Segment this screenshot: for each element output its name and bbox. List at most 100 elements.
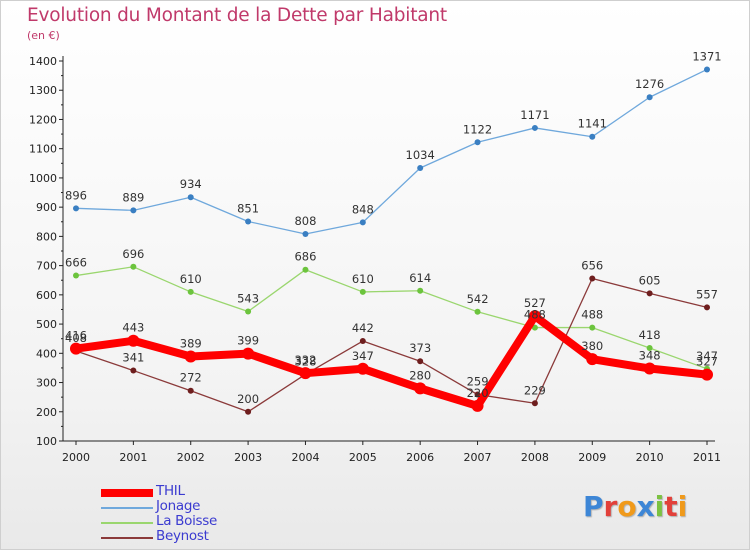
data-label-jonage: 934 bbox=[180, 177, 202, 191]
data-label-beynost: 442 bbox=[352, 321, 374, 335]
legend-swatch-beynost bbox=[101, 537, 153, 539]
data-point-thil bbox=[242, 347, 255, 360]
legend-swatch-thil bbox=[101, 489, 153, 497]
data-label-beynost: 229 bbox=[524, 383, 546, 397]
data-label-jonage: 1371 bbox=[692, 49, 721, 63]
data-point-beynost bbox=[531, 400, 538, 407]
data-label-jonage: 1171 bbox=[520, 108, 549, 122]
y-axis-unit: (en €) bbox=[27, 29, 60, 42]
data-point-beynost bbox=[130, 367, 137, 374]
data-point-beynost bbox=[245, 408, 252, 415]
axes: 100 200 300 400 500 600 700 800 900 1000 1100 1200 1… bbox=[29, 55, 721, 464]
y-tick-label: 300 bbox=[36, 377, 57, 390]
y-tick-label: 900 bbox=[36, 201, 57, 214]
data-label-thil: 399 bbox=[237, 334, 259, 348]
data-label-thil: 389 bbox=[180, 337, 202, 351]
data-point-la-boisse bbox=[474, 308, 481, 315]
data-label-beynost: 557 bbox=[696, 287, 718, 301]
y-tick-label: 1400 bbox=[29, 55, 57, 68]
data-label-jonage: 1141 bbox=[578, 117, 607, 131]
data-label-thil: 280 bbox=[409, 368, 431, 382]
data-label-la-boisse: 488 bbox=[524, 308, 546, 322]
data-label-thil: 327 bbox=[696, 355, 718, 369]
legend-label-thil: THIL bbox=[156, 483, 185, 499]
y-tick-label: 500 bbox=[36, 318, 57, 331]
data-point-jonage bbox=[245, 218, 252, 225]
data-label-jonage: 896 bbox=[65, 188, 87, 202]
x-tick-label: 2010 bbox=[636, 451, 664, 464]
legend-swatch-la-boisse bbox=[101, 522, 153, 524]
data-label-jonage: 889 bbox=[122, 190, 144, 204]
data-point-jonage bbox=[187, 194, 194, 201]
x-tick-label: 2008 bbox=[521, 451, 549, 464]
proxiti-logo: Proxiti bbox=[583, 490, 688, 523]
data-point-la-boisse bbox=[531, 324, 538, 331]
data-label-jonage: 1276 bbox=[635, 77, 664, 91]
data-point-beynost bbox=[474, 391, 481, 398]
data-point-la-boisse bbox=[130, 263, 137, 270]
data-label-beynost: 373 bbox=[409, 341, 431, 355]
data-point-jonage bbox=[130, 207, 137, 214]
data-label-thil: 347 bbox=[352, 349, 374, 363]
data-label-beynost: 341 bbox=[122, 351, 144, 365]
data-point-la-boisse bbox=[417, 287, 424, 294]
data-point-thil bbox=[184, 350, 197, 363]
y-tick-label: 1100 bbox=[29, 143, 57, 156]
series-line-beynost bbox=[75, 277, 708, 413]
series-line-la-boisse bbox=[75, 266, 708, 370]
y-tick-label: 100 bbox=[36, 435, 57, 448]
legend-item-beynost: Beynost bbox=[101, 528, 261, 545]
chart-title: Evolution du Montant de la Dette par Hab… bbox=[27, 5, 447, 26]
data-label-la-boisse: 696 bbox=[122, 247, 144, 261]
data-label-la-boisse: 610 bbox=[180, 272, 202, 286]
data-label-thil: 220 bbox=[467, 386, 489, 400]
data-point-thil bbox=[471, 399, 484, 412]
data-point-la-boisse bbox=[73, 272, 79, 279]
data-point-jonage bbox=[359, 219, 366, 226]
data-point-jonage bbox=[417, 164, 424, 171]
legend-label-jonage: Jonage bbox=[156, 498, 201, 514]
x-tick-label: 2000 bbox=[62, 451, 90, 464]
data-labels: 416 443 389 399 332 347 280 220 527 380 348 327 896 8… bbox=[65, 49, 722, 405]
y-tick-label: 600 bbox=[36, 289, 57, 302]
series-layer bbox=[70, 66, 713, 415]
data-label-la-boisse: 666 bbox=[65, 256, 87, 270]
x-tick-label: 2005 bbox=[349, 451, 377, 464]
data-point-beynost bbox=[417, 358, 424, 365]
x-tick-label: 2004 bbox=[291, 451, 319, 464]
data-point-la-boisse bbox=[245, 308, 252, 315]
data-point-la-boisse bbox=[187, 288, 194, 295]
data-label-jonage: 851 bbox=[237, 201, 259, 215]
y-tick-label: 400 bbox=[36, 347, 57, 360]
data-point-beynost bbox=[646, 290, 653, 297]
x-tick-label: 2006 bbox=[406, 451, 434, 464]
x-tick-label: 2001 bbox=[119, 451, 147, 464]
data-label-beynost: 408 bbox=[65, 331, 87, 345]
data-label-thil: 380 bbox=[581, 339, 603, 353]
data-point-jonage bbox=[474, 139, 481, 146]
x-tick-label: 2002 bbox=[177, 451, 205, 464]
data-label-beynost: 656 bbox=[581, 258, 603, 272]
data-point-thil bbox=[299, 367, 312, 380]
data-label-beynost: 259 bbox=[467, 375, 489, 389]
y-tick-label: 800 bbox=[36, 230, 57, 243]
x-tick-label: 2009 bbox=[578, 451, 606, 464]
data-label-la-boisse: 347 bbox=[696, 349, 718, 363]
series-line-thil bbox=[75, 312, 708, 410]
data-label-thil: 332 bbox=[294, 353, 316, 367]
data-point-la-boisse bbox=[589, 324, 596, 331]
data-label-thil: 416 bbox=[65, 329, 87, 343]
legend-item-la-boisse: La Boisse bbox=[101, 513, 261, 530]
data-label-jonage: 1034 bbox=[406, 148, 435, 162]
data-point-thil bbox=[414, 382, 427, 395]
data-point-beynost bbox=[589, 275, 596, 282]
data-point-beynost bbox=[359, 338, 366, 345]
data-point-la-boisse bbox=[302, 266, 309, 273]
data-label-la-boisse: 418 bbox=[639, 328, 661, 342]
x-tick-label: 2011 bbox=[693, 451, 721, 464]
data-label-beynost: 200 bbox=[237, 392, 259, 406]
x-tick-label: 2003 bbox=[234, 451, 262, 464]
data-label-thil: 443 bbox=[122, 321, 144, 335]
